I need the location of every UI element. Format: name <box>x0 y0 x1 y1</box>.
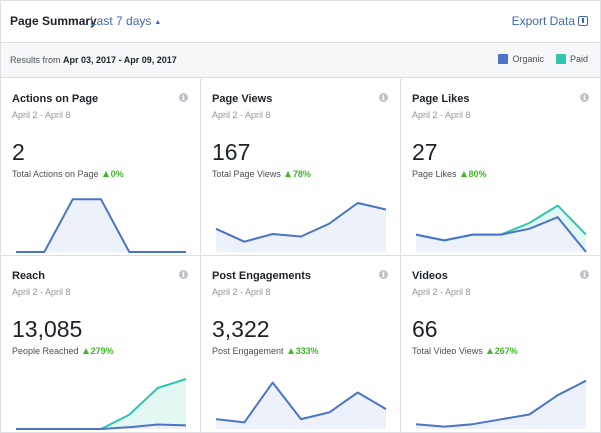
card-value: 66 <box>412 316 438 342</box>
legend-swatch-paid <box>555 54 566 64</box>
sort-caret-icon: ▲︎ <box>154 19 162 26</box>
card-metric-label: Total Page Views <box>212 169 281 179</box>
card-title: Reach <box>12 270 46 282</box>
card-actions-on-page[interactable]: Actions on Page i April 2 - April 8 2 Total … <box>1 79 201 256</box>
card-change: 78% <box>284 169 311 179</box>
info-icon[interactable]: i <box>580 93 589 102</box>
card-metric-label: Post Engagement <box>212 346 284 356</box>
card-value: 27 <box>412 139 438 165</box>
sparkline-chart <box>415 204 587 253</box>
card-date-range: April 2 - April 8 <box>212 110 271 120</box>
card-value: 167 <box>212 139 251 165</box>
card-title: Post Engagements <box>212 270 312 282</box>
card-change: 80% <box>460 169 487 179</box>
card-value: 2 <box>12 139 25 165</box>
card-metric: Total Video Views 267% <box>412 346 518 356</box>
series-area-organic <box>416 380 586 429</box>
card-reach[interactable]: Reach i April 2 - April 8 13,085 People Reac… <box>1 256 201 433</box>
card-date-range: April 2 - April 8 <box>12 287 71 297</box>
card-page-views[interactable]: Page Views i April 2 - April 8 167 Total Pag… <box>201 79 401 256</box>
series-area-organic <box>16 199 186 252</box>
info-icon[interactable]: i <box>379 270 388 279</box>
up-triangle-icon <box>460 171 467 177</box>
sparkline-chart <box>415 379 587 429</box>
card-change-value: 80% <box>468 169 487 179</box>
info-icon[interactable]: i <box>580 270 589 279</box>
chart-legend: Organic Paid <box>486 54 588 64</box>
period-dropdown[interactable]: Last 7 days ▲︎ <box>90 14 161 28</box>
metrics-grid: Actions on Page i April 2 - April 8 2 Total … <box>1 79 601 433</box>
series-line-organic <box>16 423 187 430</box>
card-metric: People Reached 279% <box>12 346 114 356</box>
card-change: 333% <box>287 346 319 356</box>
page-title: Page Summary <box>10 14 97 28</box>
up-triangle-icon <box>82 348 89 354</box>
card-metric-label: Total Video Views <box>412 346 483 356</box>
info-icon[interactable]: i <box>179 270 188 279</box>
card-value: 13,085 <box>12 316 83 342</box>
card-value: 3,322 <box>212 316 270 342</box>
card-videos[interactable]: Videos i April 2 - April 8 66 Total Video Vi… <box>401 256 601 433</box>
sparkline-chart <box>16 378 187 430</box>
card-date-range: April 2 - April 8 <box>412 110 471 120</box>
card-metric-label: Page Likes <box>412 169 457 179</box>
download-icon <box>578 16 588 26</box>
up-triangle-icon <box>284 171 291 177</box>
series-line-organic <box>215 381 387 424</box>
card-change: 279% <box>82 346 114 356</box>
legend-item-paid: Paid <box>555 54 588 64</box>
up-triangle-icon <box>486 348 493 354</box>
card-metric: Post Engagement 333% <box>212 346 319 356</box>
info-icon[interactable]: i <box>379 93 388 102</box>
card-metric: Total Actions on Page 0% <box>12 169 124 179</box>
sparkline-chart <box>16 198 186 253</box>
card-metric-label: Total Actions on Page <box>12 169 99 179</box>
export-data-link[interactable]: Export Data <box>512 14 588 28</box>
results-range-text: Results from Apr 03, 2017 - Apr 09, 2017 <box>10 55 177 65</box>
legend-swatch-organic <box>498 54 509 64</box>
card-date-range: April 2 - April 8 <box>212 287 271 297</box>
card-page-likes[interactable]: Page Likes i April 2 - April 8 27 Page Likes… <box>401 79 601 256</box>
card-change-value: 267% <box>494 346 518 356</box>
series-area-organic <box>216 203 386 252</box>
card-title: Videos <box>412 270 448 282</box>
results-bar: Results from Apr 03, 2017 - Apr 09, 2017… <box>1 44 600 78</box>
up-triangle-icon <box>287 348 294 354</box>
card-change: 0% <box>102 169 124 179</box>
export-data-label: Export Data <box>511 14 575 28</box>
card-title: Actions on Page <box>12 93 99 105</box>
card-change-value: 279% <box>90 346 114 356</box>
card-change-value: 0% <box>110 169 124 179</box>
summary-header: Page Summary Last 7 days ▲︎ Export Data <box>1 1 600 43</box>
card-metric: Total Page Views 78% <box>212 169 311 179</box>
card-change-value: 78% <box>292 169 311 179</box>
sparkline-chart <box>215 381 387 429</box>
results-range: Apr 03, 2017 - Apr 09, 2017 <box>63 55 177 65</box>
series-line-organic <box>415 379 587 428</box>
sparkline-chart <box>215 202 387 252</box>
period-label: Last 7 days <box>90 14 152 28</box>
series-line-organic <box>415 216 587 253</box>
card-change: 267% <box>486 346 518 356</box>
results-prefix: Results from <box>10 55 61 65</box>
card-change-value: 333% <box>295 346 319 356</box>
card-post-engagements[interactable]: Post Engagements i April 2 - April 8 3,322 P… <box>201 256 401 433</box>
card-title: Page Likes <box>412 93 470 105</box>
series-area-organic <box>16 424 186 429</box>
series-area-organic <box>216 382 386 429</box>
legend-label-paid: Paid <box>569 54 588 64</box>
card-date-range: April 2 - April 8 <box>12 110 71 120</box>
card-metric-label: People Reached <box>12 346 79 356</box>
up-triangle-icon <box>102 171 109 177</box>
card-date-range: April 2 - April 8 <box>412 287 471 297</box>
series-area-paid <box>16 379 186 429</box>
legend-label-organic: Organic <box>512 54 544 64</box>
series-line-organic <box>215 202 387 243</box>
series-line-organic <box>16 198 186 253</box>
card-metric: Page Likes 80% <box>412 169 487 179</box>
card-title: Page Views <box>212 93 273 105</box>
info-icon[interactable]: i <box>179 93 188 102</box>
legend-item-organic: Organic <box>498 54 544 64</box>
